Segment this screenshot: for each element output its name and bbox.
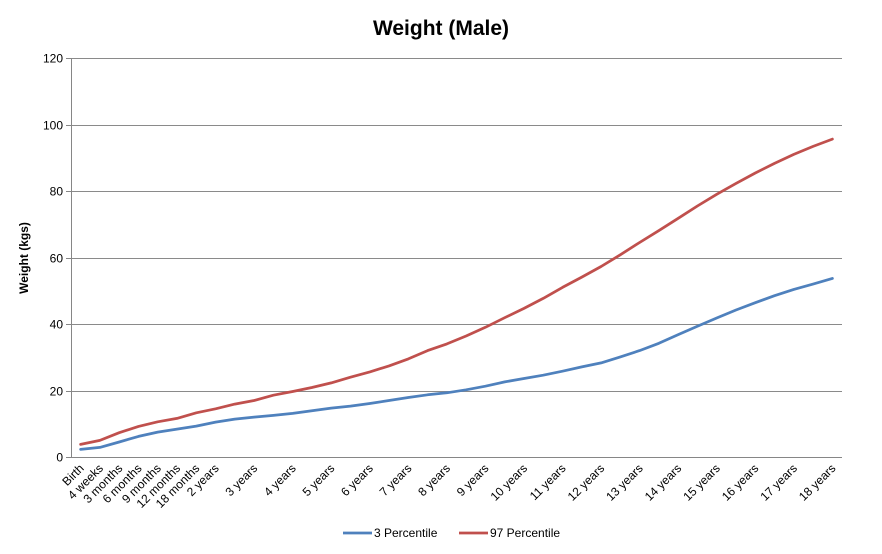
y-tick-label: 120 [43,52,63,66]
y-axis-tick-labels: 0 20 40 60 80 100 120 [43,52,63,465]
y-tick-label: 20 [50,385,64,399]
x-tick-label: 4 years [261,461,299,499]
y-tick-label: 0 [56,451,63,465]
x-tick-label: 10 years [488,461,530,503]
x-tick-label: 14 years [642,461,684,503]
y-axis-title: Weight (kgs) [17,222,31,294]
y-tick-label: 60 [50,252,64,266]
legend-item: 3 Percentile [343,526,438,540]
series-lines [79,137,834,451]
legend-label: 97 Percentile [490,526,560,540]
x-tick-label: 12 years [565,461,607,503]
axes [66,58,842,458]
legend-item: 97 Percentile [459,526,560,540]
x-tick-label: 15 years [680,461,722,503]
x-tick-label: 13 years [603,461,645,503]
x-tick-label: 5 years [300,461,338,499]
series-line-3-percentile [79,277,834,451]
x-tick-label: 9 years [454,461,492,499]
series-line-97-percentile [79,137,834,446]
x-tick-label: 17 years [757,461,799,503]
x-tick-label: 7 years [377,461,415,499]
chart-title: Weight (Male) [373,17,509,40]
x-tick-label: 8 years [415,461,453,499]
x-tick-label: 11 years [527,461,569,503]
legend-label: 3 Percentile [374,526,438,540]
y-tick-label: 40 [50,318,64,332]
y-tick-label: 100 [43,119,63,133]
x-tick-label: 18 years [796,461,838,503]
legend: 3 Percentile 97 Percentile [343,526,560,540]
y-tick-label: 80 [50,185,64,199]
x-tick-label: 16 years [719,461,761,503]
gridlines [71,58,842,392]
x-tick-label: 3 years [223,461,261,499]
x-tick-label: 6 years [338,461,376,499]
